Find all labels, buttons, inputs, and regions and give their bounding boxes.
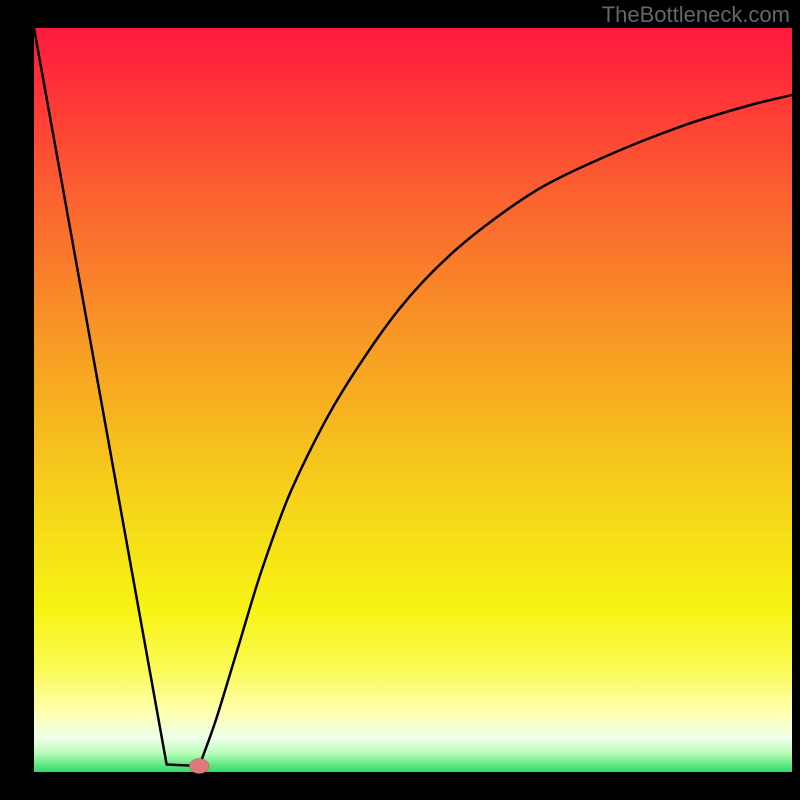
watermark-text: TheBottleneck.com bbox=[602, 2, 790, 28]
bottleneck-curve-chart bbox=[0, 0, 800, 800]
minimum-marker bbox=[189, 759, 209, 774]
chart-container: { "chart": { "type": "line", "width": 80… bbox=[0, 0, 800, 800]
